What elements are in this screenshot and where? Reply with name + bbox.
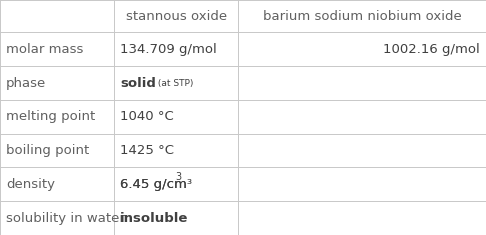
Text: 1040 °C: 1040 °C [120, 110, 174, 123]
Text: stannous oxide: stannous oxide [125, 10, 227, 23]
Text: 1002.16 g/mol: 1002.16 g/mol [383, 43, 480, 56]
Text: insoluble: insoluble [120, 212, 189, 225]
Text: 1425 °C: 1425 °C [120, 144, 174, 157]
Text: density: density [6, 178, 55, 191]
Text: boiling point: boiling point [6, 144, 89, 157]
Text: (at STP): (at STP) [155, 78, 193, 88]
Text: 134.709 g/mol: 134.709 g/mol [120, 43, 217, 56]
Text: 3: 3 [175, 172, 181, 182]
Text: molar mass: molar mass [6, 43, 83, 56]
Text: 6.45 g/cm³: 6.45 g/cm³ [120, 178, 192, 191]
Text: solid: solid [120, 77, 156, 90]
Text: barium sodium niobium oxide: barium sodium niobium oxide [263, 10, 461, 23]
Text: 6.45 g/cm: 6.45 g/cm [120, 178, 187, 191]
Text: melting point: melting point [6, 110, 95, 123]
Text: solubility in water: solubility in water [6, 212, 125, 225]
Text: phase: phase [6, 77, 46, 90]
